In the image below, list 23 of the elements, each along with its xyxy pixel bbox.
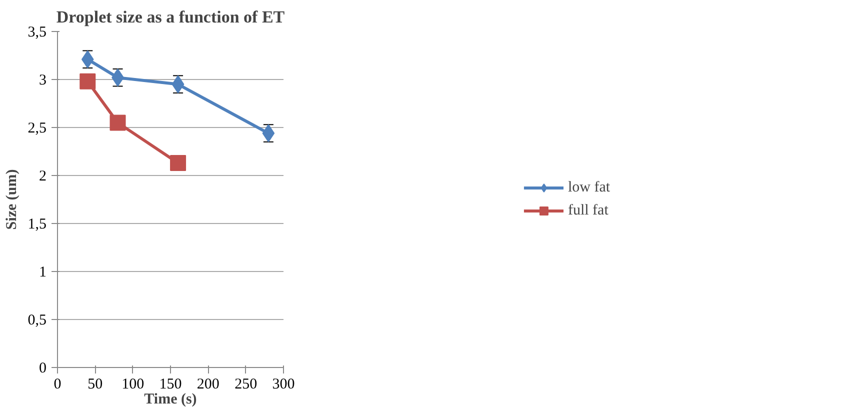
point xyxy=(80,73,96,90)
y-tick-label: 2 xyxy=(39,168,46,184)
chart-title: Droplet size as a function of ET xyxy=(56,8,286,26)
y-tick-label: 0,5 xyxy=(28,312,46,328)
x-tick-label: 100 xyxy=(122,376,144,392)
x-tick-label: 50 xyxy=(88,376,103,392)
x-tick-label: 250 xyxy=(234,376,258,392)
point xyxy=(110,114,126,131)
y-tick-label: 1,5 xyxy=(28,216,46,232)
legend-label: low fat xyxy=(568,179,610,196)
y-axis-title: Size (um) xyxy=(4,169,20,230)
x-tick-label: 300 xyxy=(272,376,295,392)
y-tick-label: 3 xyxy=(39,72,46,88)
y-tick-label: 2,5 xyxy=(28,120,46,136)
point xyxy=(170,155,186,172)
x-tick-label: 150 xyxy=(159,376,182,392)
y-tick-label: 0 xyxy=(39,360,46,376)
y-tick-label: 1 xyxy=(39,264,46,280)
x-tick-label: 0 xyxy=(54,376,62,392)
x-tick-label: 200 xyxy=(196,376,220,392)
y-tick-label: 3,5 xyxy=(28,24,46,40)
legend-label: full fat xyxy=(568,202,608,219)
x-axis-title: Time (s) xyxy=(144,392,197,408)
